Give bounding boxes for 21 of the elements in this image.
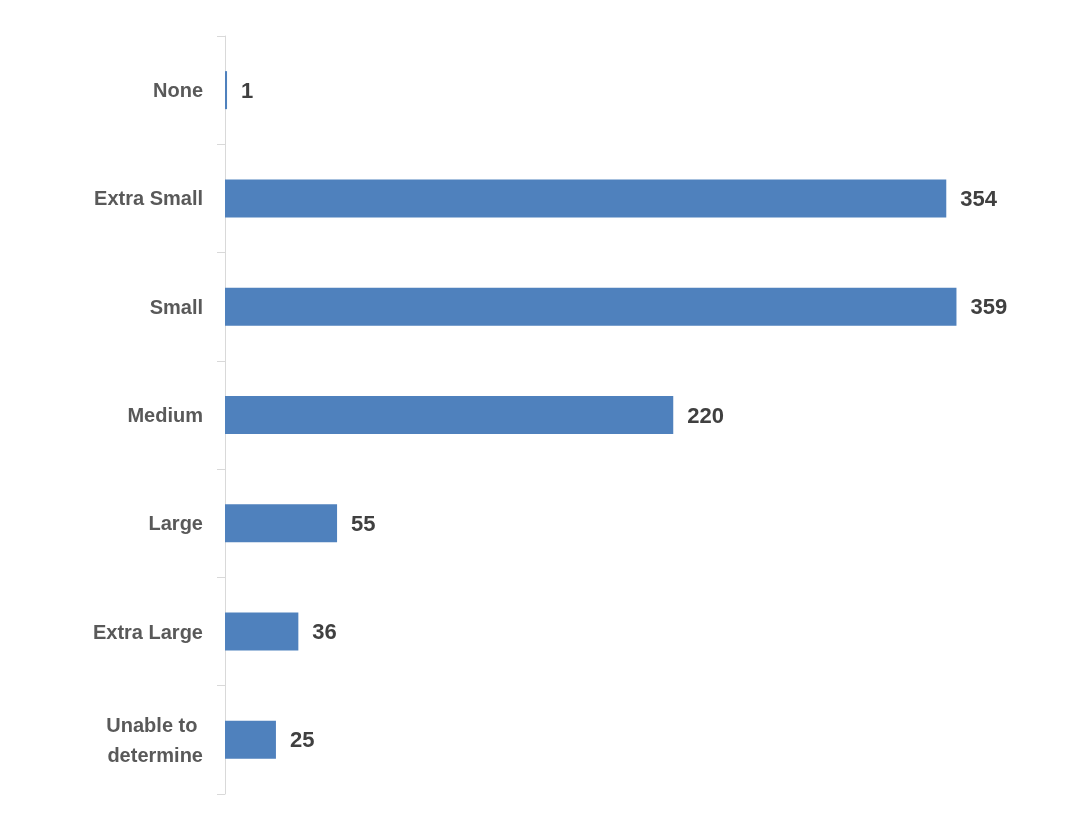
bar bbox=[225, 287, 957, 326]
bar bbox=[225, 71, 228, 110]
y-tick-label: Small bbox=[149, 295, 203, 318]
bar bbox=[225, 179, 947, 218]
data-label: 36 bbox=[312, 619, 337, 645]
y-tick-label: Extra Large bbox=[92, 620, 203, 643]
y-tick-label: Unable to determine bbox=[106, 713, 203, 766]
data-label: 354 bbox=[960, 185, 998, 211]
y-tick-label: Medium bbox=[127, 404, 203, 426]
bar bbox=[225, 720, 276, 759]
data-label: 359 bbox=[970, 294, 1008, 320]
y-tick-label: Large bbox=[148, 512, 203, 535]
bar bbox=[225, 612, 299, 651]
y-tick-label: Extra Small bbox=[94, 187, 203, 210]
data-label: 220 bbox=[687, 402, 724, 428]
y-tick-label: None bbox=[153, 79, 203, 102]
bar bbox=[225, 396, 674, 434]
bar bbox=[225, 504, 338, 543]
data-label: 25 bbox=[289, 727, 315, 753]
data-label: 1 bbox=[241, 77, 254, 103]
data-label: 55 bbox=[351, 510, 376, 536]
